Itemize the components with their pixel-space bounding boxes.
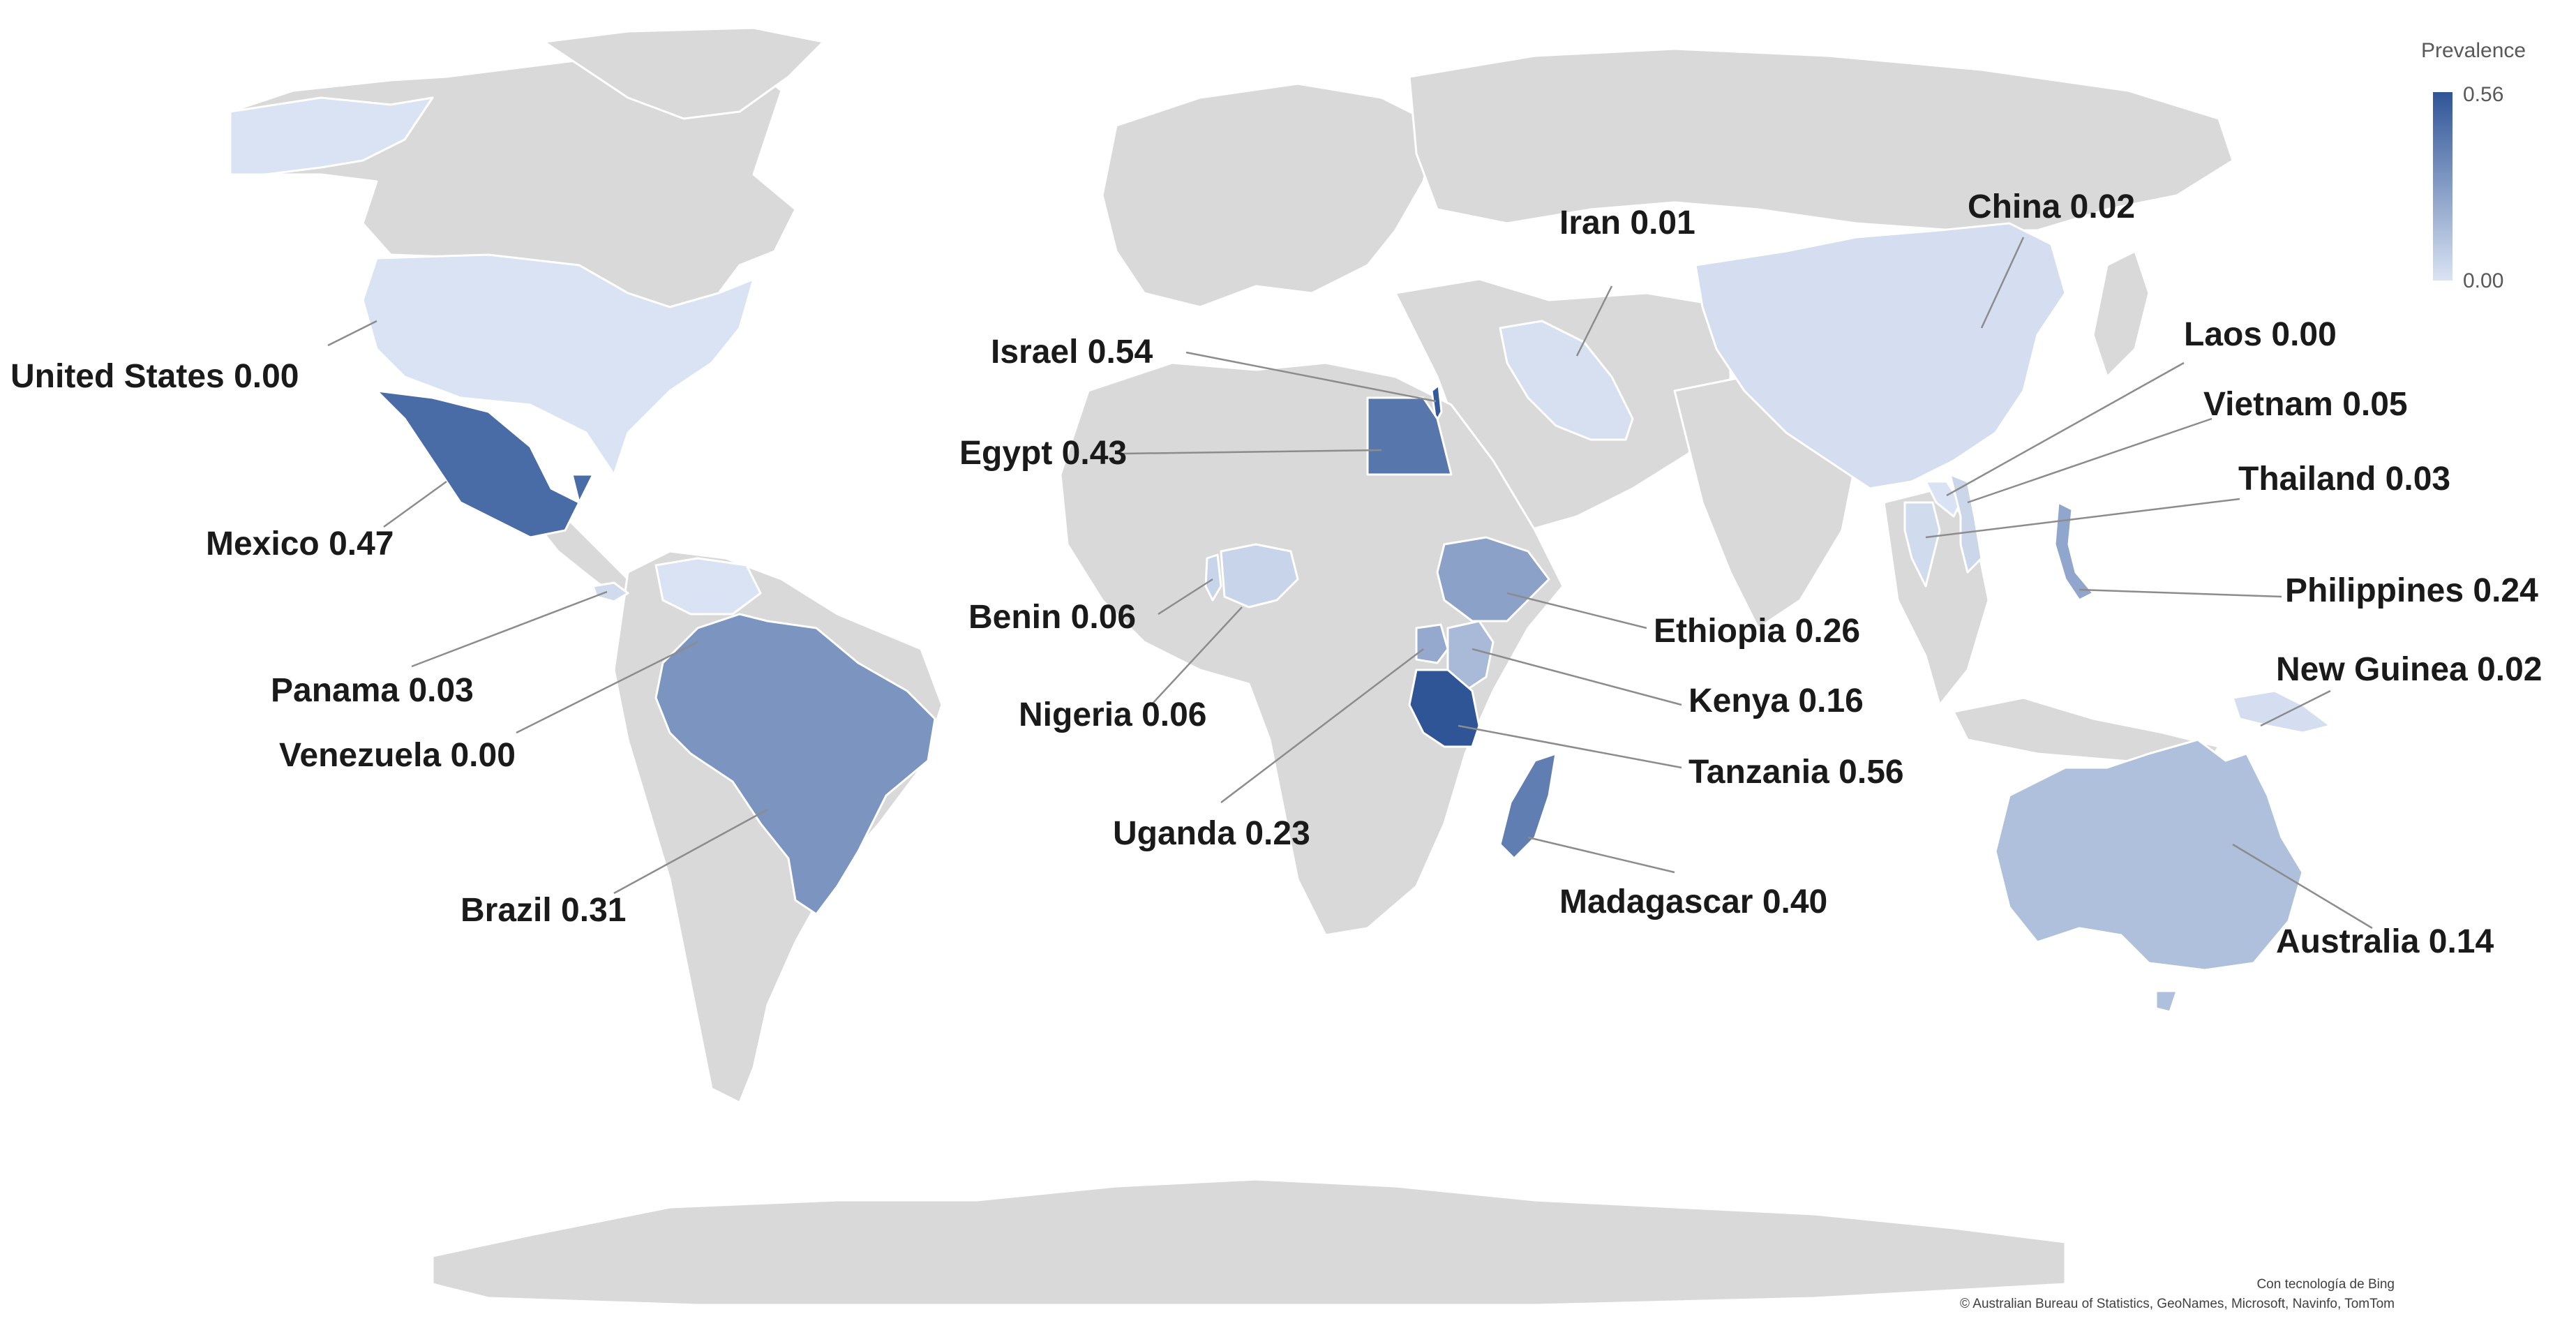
leader-israel <box>1185 351 1437 403</box>
land-europe <box>1101 82 1439 308</box>
country-nigeria <box>1220 543 1299 609</box>
leader-tanzania <box>1458 724 1682 769</box>
leader-china <box>1980 237 2025 329</box>
label-madagascar: Madagascar 0.40 <box>1559 883 1827 920</box>
leader-madagascar <box>1527 836 1675 874</box>
country-labels: United States 0.00 Mexico 0.47 Panama 0.… <box>10 188 2543 960</box>
leader-uganda <box>1220 648 1424 803</box>
base-land <box>229 27 2234 1306</box>
country-tanzania <box>1408 669 1481 748</box>
label-new-guinea: New Guinea 0.02 <box>2276 651 2543 688</box>
leader-venezuela <box>516 641 698 734</box>
leader-lines <box>327 237 2373 930</box>
leader-new-guinea <box>2260 689 2331 727</box>
leader-ethiopia <box>1506 592 1647 629</box>
country-venezuela <box>654 557 762 615</box>
label-ethiopia: Ethiopia 0.26 <box>1654 613 1860 650</box>
country-madagascar <box>1499 752 1557 860</box>
leader-panama <box>411 590 608 668</box>
label-tanzania: Tanzania 0.56 <box>1688 754 1904 791</box>
label-mexico: Mexico 0.47 <box>206 525 394 562</box>
country-philippines <box>2053 501 2095 602</box>
country-alaska <box>229 96 434 176</box>
leader-vietnam <box>1967 417 2212 504</box>
highlighted-countries <box>229 96 2332 1013</box>
country-thailand <box>1903 501 1941 588</box>
country-tasmania <box>2155 990 2178 1013</box>
label-panama: Panama 0.03 <box>271 672 474 709</box>
label-benin: Benin 0.06 <box>968 599 1136 636</box>
leader-philippines <box>2079 588 2282 598</box>
leader-australia <box>2232 843 2373 930</box>
country-vietnam <box>1949 473 1983 574</box>
land-antarctica <box>431 1178 2067 1306</box>
label-iran: Iran 0.01 <box>1559 204 1695 241</box>
label-israel: Israel 0.54 <box>991 334 1153 371</box>
label-brazil: Brazil 0.31 <box>460 892 626 929</box>
leader-egypt <box>1123 449 1382 455</box>
label-nigeria: Nigeria 0.06 <box>1019 696 1206 733</box>
legend: Prevalence 0.56 0.00 <box>2421 39 2526 292</box>
country-israel <box>1430 384 1443 424</box>
leader-brazil <box>613 808 768 895</box>
country-mexico <box>375 389 594 539</box>
country-united-states <box>361 253 755 476</box>
country-panama <box>592 581 629 603</box>
label-laos: Laos 0.00 <box>2184 316 2337 353</box>
legend-title: Prevalence <box>2421 39 2526 62</box>
legend-min-label: 0.00 <box>2463 269 2503 292</box>
legend-color-bar <box>2433 92 2453 281</box>
land-japan <box>2092 250 2150 378</box>
leader-iran <box>1575 285 1613 357</box>
country-ethiopia <box>1436 536 1550 622</box>
label-china: China 0.02 <box>1968 188 2135 225</box>
label-kenya: Kenya 0.16 <box>1688 682 1864 719</box>
land-africa <box>1059 361 1564 937</box>
leader-nigeria <box>1151 606 1243 706</box>
country-new-guinea <box>2231 689 2332 734</box>
country-china <box>1694 222 2067 490</box>
map-credits: Con tecnología de Bing © Australian Bure… <box>1960 1277 2395 1311</box>
land-greenland <box>543 27 825 120</box>
country-laos <box>1924 480 1962 518</box>
label-philippines: Philippines 0.24 <box>2285 572 2538 609</box>
land-north-asia <box>1408 47 2234 232</box>
country-iran <box>1499 320 1634 441</box>
legend-max-label: 0.56 <box>2463 83 2503 106</box>
leader-kenya <box>1472 648 1682 706</box>
label-australia: Australia 0.14 <box>2276 923 2494 960</box>
label-egypt: Egypt 0.43 <box>959 435 1127 472</box>
country-brazil <box>654 613 936 916</box>
credit-line-2: © Australian Bureau of Statistics, GeoNa… <box>1960 1297 2395 1311</box>
label-united-states: United States 0.00 <box>10 358 299 395</box>
country-benin <box>1204 553 1222 602</box>
credit-line-1: Con tecnología de Bing <box>2256 1277 2395 1292</box>
leader-mexico <box>383 480 447 528</box>
label-vietnam: Vietnam 0.05 <box>2203 386 2408 423</box>
leader-thailand <box>1925 498 2240 539</box>
country-australia <box>1994 738 2304 971</box>
label-venezuela: Venezuela 0.00 <box>279 737 516 774</box>
leader-benin <box>1158 578 1213 615</box>
leader-united-states <box>327 320 377 347</box>
label-thailand: Thailand 0.03 <box>2238 461 2450 498</box>
label-uganda: Uganda 0.23 <box>1113 815 1310 852</box>
leader-laos <box>1946 361 2185 497</box>
